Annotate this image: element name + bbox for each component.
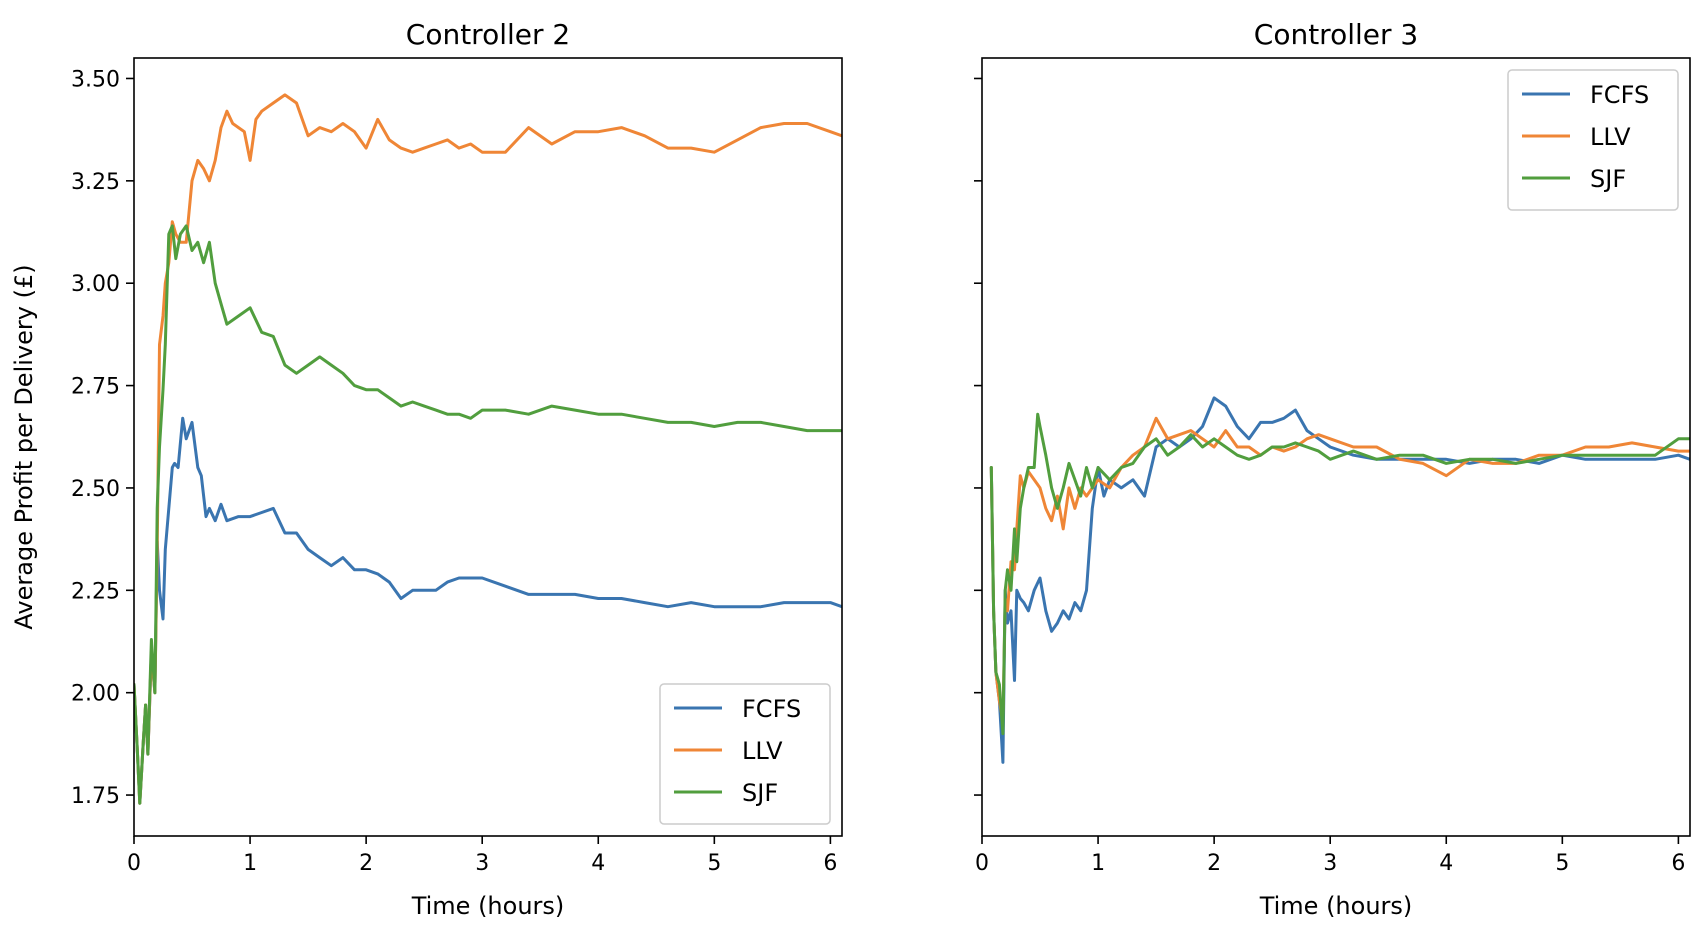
axes-frame <box>133 57 843 837</box>
y-tick-label: 1.75 <box>71 784 120 809</box>
series-line-sjf <box>989 412 1690 736</box>
axes-frame <box>981 57 1691 837</box>
legend-label-fcfs: FCFS <box>1590 81 1649 109</box>
panel-controller-2: Controller 2 0 1 2 3 4 5 6 1.75 2.00 2.25 2.50 2.75… <box>10 18 843 920</box>
x-tick-label: 5 <box>707 851 721 876</box>
x-tick-label: 3 <box>1323 851 1337 876</box>
legend-label-fcfs: FCFS <box>742 695 801 723</box>
legend-label-sjf: SJF <box>742 779 778 807</box>
y-tick-label: 3.25 <box>71 170 120 195</box>
legend-label-llv: LLV <box>742 737 783 765</box>
x-tick-label: 2 <box>1207 851 1221 876</box>
x-tick-label: 0 <box>127 851 141 876</box>
legend: FCFS LLV SJF <box>659 683 831 825</box>
y-axis-label: Average Profit per Delivery (£) <box>10 264 38 629</box>
x-tick-label: 5 <box>1555 851 1569 876</box>
chart-title: Controller 3 <box>1254 18 1418 51</box>
x-axis-label: Time (hours) <box>1259 892 1413 920</box>
x-tick-label: 2 <box>359 851 373 876</box>
x-tick-label: 1 <box>243 851 257 876</box>
y-tick-label: 3.50 <box>71 67 120 92</box>
x-tick-label: 4 <box>1439 851 1453 876</box>
legend-label-llv: LLV <box>1590 123 1631 151</box>
legend: FCFS LLV SJF <box>1507 69 1679 211</box>
y-tick-label: 2.75 <box>71 375 120 400</box>
legend-box <box>659 683 831 825</box>
y-tick-label: 3.00 <box>71 272 120 297</box>
legend-box <box>1507 69 1679 211</box>
series-line-llv <box>134 93 842 805</box>
panel-controller-3: Controller 3 0 1 2 3 4 5 6 Time (hours) FCFS LL… <box>974 18 1691 920</box>
x-axis-label: Time (hours) <box>411 892 565 920</box>
y-tick-label: 2.25 <box>71 579 120 604</box>
x-tick-label: 3 <box>475 851 489 876</box>
x-tick-label: 6 <box>823 851 837 876</box>
x-tick-label: 1 <box>1091 851 1105 876</box>
y-tick-label: 2.00 <box>71 682 120 707</box>
legend-label-sjf: SJF <box>1590 165 1626 193</box>
x-tick-label: 0 <box>975 851 989 876</box>
series-line-fcfs <box>134 416 842 805</box>
series-line-sjf <box>134 224 842 805</box>
chart-title: Controller 2 <box>406 18 570 51</box>
y-tick-label: 2.50 <box>71 477 120 502</box>
x-tick-label: 6 <box>1671 851 1685 876</box>
x-tick-label: 4 <box>591 851 605 876</box>
